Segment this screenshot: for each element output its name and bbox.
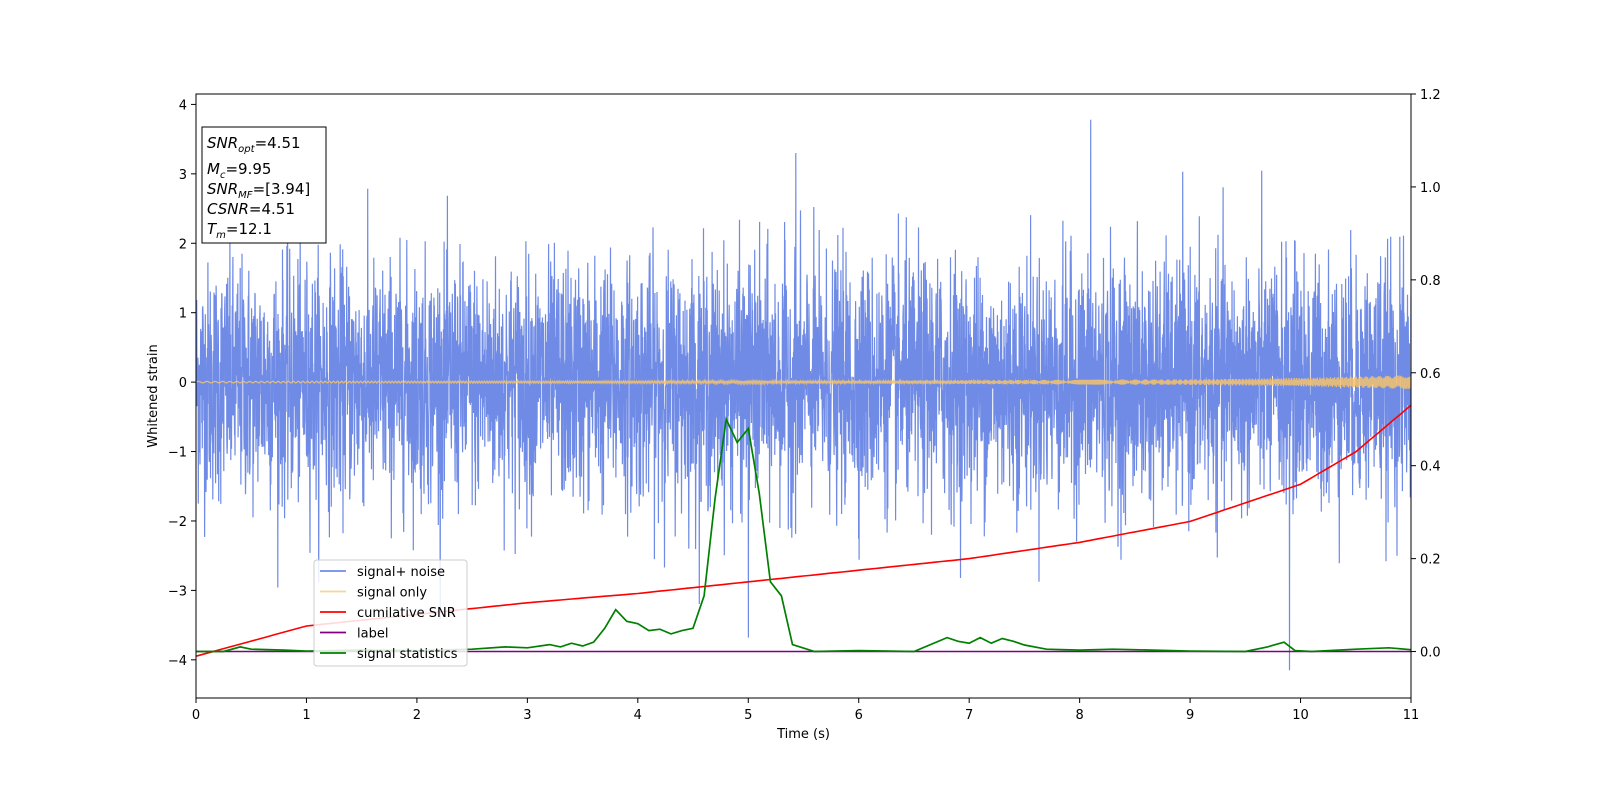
y-tick-label: −3 — [168, 584, 187, 599]
x-axis: 0 1 2 3 4 5 6 7 8 9 10 11 — [192, 698, 1419, 723]
legend: signal+ noise signal only cumilative SNR la… — [313, 559, 468, 667]
info-tm-var: T — [207, 220, 218, 238]
x-tick-label: 11 — [1403, 708, 1420, 723]
y2-tick-label: 1.2 — [1420, 88, 1441, 103]
legend-entry-label: cumilative SNR — [357, 606, 456, 621]
legend-entry-label: signal+ noise — [357, 565, 445, 580]
x-tick-label: 3 — [523, 708, 531, 723]
y-axis-label: Whitened strain — [146, 344, 161, 447]
info-mc-var: M — [207, 160, 220, 178]
y-tick-label: 1 — [179, 307, 187, 322]
x-tick-label: 1 — [302, 708, 310, 723]
y-axis-right: 0.0 0.2 0.4 0.6 0.8 1.0 1.2 — [1411, 88, 1441, 661]
info-mc-value: =9.95 — [225, 160, 271, 178]
x-tick-label: 5 — [744, 708, 752, 723]
legend-entry-label: signal statistics — [357, 647, 458, 662]
y-tick-label: −1 — [168, 446, 187, 461]
info-snr-opt-var: SNR — [207, 134, 238, 152]
info-snr-opt-sub: opt — [238, 144, 255, 155]
info-snr-opt-value: =4.51 — [255, 134, 301, 152]
info-snr-mf-sub: MF — [238, 190, 253, 201]
legend-entry-label: label — [357, 627, 388, 642]
x-axis-label: Time (s) — [776, 727, 830, 742]
plot-frame — [195, 93, 1412, 699]
y-tick-label: 3 — [179, 168, 187, 183]
x-tick-label: 7 — [965, 708, 973, 723]
info-snr-opt: SNRopt=4.51 — [207, 134, 301, 155]
signal-statistics-series — [196, 416, 1411, 653]
x-tick-label: 2 — [413, 708, 421, 723]
legend-entry-label: signal only — [357, 586, 427, 601]
x-tick-label: 9 — [1186, 708, 1194, 723]
info-snr-mf: SNRMF=[3.94] — [207, 180, 310, 201]
info-tm-value: =12.1 — [226, 220, 272, 238]
info-box-frame — [201, 126, 327, 244]
y2-tick-label: 0.2 — [1420, 553, 1441, 568]
y2-tick-label: 0.0 — [1420, 646, 1441, 661]
y2-tick-label: 0.4 — [1420, 460, 1441, 475]
info-box: SNRopt=4.51 Mc=9.95 SNRMF=[3.94] CSNR=4.… — [201, 126, 327, 244]
legend-frame — [313, 559, 468, 667]
info-mc: Mc=9.95 — [207, 160, 271, 181]
x-tick-label: 4 — [634, 708, 642, 723]
y-tick-label: 4 — [179, 98, 187, 113]
y-tick-label: 0 — [179, 376, 187, 391]
y-axis-left: −4 −3 −2 −1 0 1 2 3 4 — [168, 98, 196, 669]
info-snr-mf-value: =[3.94] — [253, 180, 311, 198]
signal-only-line — [196, 375, 1411, 389]
y-tick-label: −2 — [168, 515, 187, 530]
x-tick-label: 0 — [192, 708, 200, 723]
info-csnr: CSNR=4.51 — [207, 200, 295, 218]
info-tm-sub: m — [216, 230, 226, 241]
info-tm: Tm=12.1 — [207, 220, 272, 241]
y2-tick-label: 1.0 — [1420, 181, 1441, 196]
info-csnr-value: =4.51 — [249, 200, 295, 218]
info-csnr-var: CSNR — [207, 200, 249, 218]
y-tick-label: 2 — [179, 237, 187, 252]
info-snr-mf-var: SNR — [207, 180, 238, 198]
signal-statistics-line — [196, 416, 1411, 653]
y2-tick-label: 0.8 — [1420, 274, 1441, 289]
signal-noise-line — [196, 119, 1411, 671]
x-tick-label: 8 — [1075, 708, 1083, 723]
x-tick-label: 6 — [855, 708, 863, 723]
signal-noise-series — [196, 119, 1411, 671]
signal-only-series — [196, 375, 1411, 389]
y-tick-label: −4 — [168, 654, 187, 669]
info-mc-sub: c — [220, 170, 226, 181]
x-tick-label: 10 — [1292, 708, 1309, 723]
y2-tick-label: 0.6 — [1420, 367, 1441, 382]
